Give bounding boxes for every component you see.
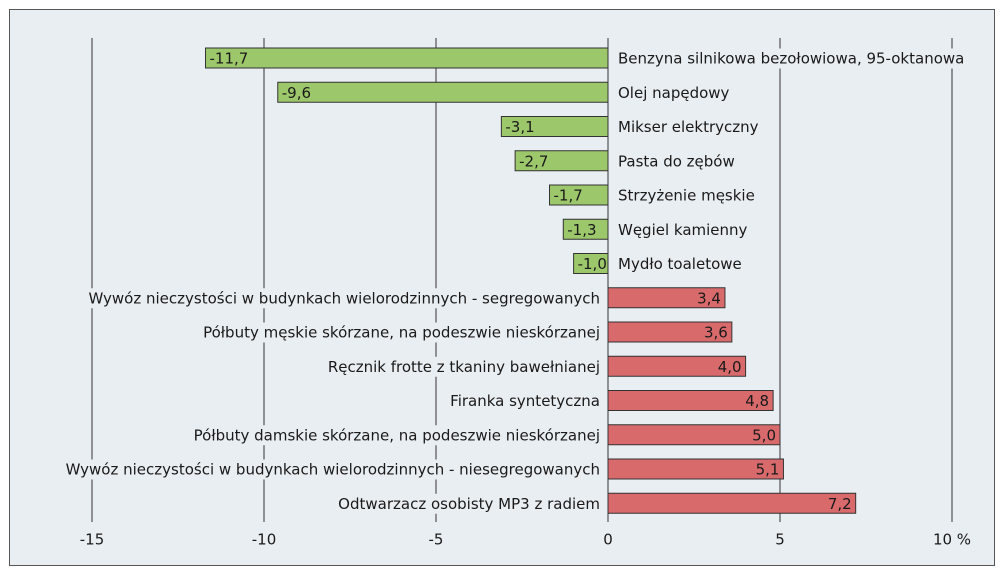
category-label: Benzyna silnikowa bezołowiowa, 95-oktano… xyxy=(618,50,964,68)
bar xyxy=(514,150,609,172)
category-label: Ręcznik frotte z tkaniny bawełnianej xyxy=(328,358,600,376)
bar xyxy=(607,458,784,480)
value-label: 5,0 xyxy=(752,426,776,444)
x-tick-label: -10 xyxy=(252,531,277,549)
label-background xyxy=(190,425,603,446)
value-label: -11,7 xyxy=(210,50,249,68)
label-background xyxy=(447,391,603,411)
value-label: -1,0 xyxy=(578,255,607,273)
label-background xyxy=(615,117,762,137)
label-background xyxy=(335,493,603,514)
bar xyxy=(277,81,609,103)
category-label: Mikser elektryczny xyxy=(618,118,759,136)
bar xyxy=(607,355,747,377)
value-label: 3,4 xyxy=(697,289,721,307)
label-background xyxy=(85,288,603,309)
bar xyxy=(607,390,774,411)
x-tick-label: 0 xyxy=(603,531,613,549)
bar xyxy=(607,424,781,446)
label-background xyxy=(615,82,733,103)
x-tick-label: 5 xyxy=(775,531,785,549)
label-background xyxy=(62,459,603,480)
category-label: Olej napędowy xyxy=(618,84,730,102)
category-label: Mydło toaletowe xyxy=(618,255,742,273)
labels: Benzyna silnikowa bezołowiowa, 95-oktano… xyxy=(62,48,968,514)
value-label: 3,6 xyxy=(704,324,728,342)
x-tick-label: 10 % xyxy=(933,531,971,549)
category-label: Pasta do zębów xyxy=(618,152,735,170)
category-label: Odtwarzacz osobisty MP3 z radiem xyxy=(338,495,600,513)
x-tick-label: -5 xyxy=(429,531,444,549)
label-background xyxy=(615,48,968,69)
bars: -11,7 -9,6 -3,1 -2,7 -1,7 -1,3 -1,0 3,4 3,6 4,04,… xyxy=(205,47,857,514)
label-background xyxy=(200,322,603,343)
bar xyxy=(607,492,857,514)
value-label: 4,0 xyxy=(718,358,742,376)
category-label: Półbuty damskie skórzane, na podeszwie n… xyxy=(194,426,600,444)
category-label: Węgiel kamienny xyxy=(618,221,748,239)
bar xyxy=(205,47,609,69)
category-label: Półbuty męskie skórzane, na podeszwie ni… xyxy=(203,324,600,342)
label-background xyxy=(324,356,603,377)
label-background xyxy=(615,254,745,274)
label-background xyxy=(615,185,758,206)
category-label: Wywóz nieczystości w budynkach wielorodz… xyxy=(88,289,600,307)
value-label: -1,3 xyxy=(567,221,596,239)
value-label: 7,2 xyxy=(828,495,852,513)
bar xyxy=(573,253,609,274)
value-label: 4,8 xyxy=(745,392,769,410)
bar xyxy=(607,321,733,343)
x-tick-label: -15 xyxy=(80,531,105,549)
value-label: -2,7 xyxy=(519,152,548,170)
bar xyxy=(607,287,726,309)
label-background xyxy=(615,151,738,172)
bar xyxy=(549,184,609,206)
category-label: Firanka syntetyczna xyxy=(450,392,600,410)
value-label: 5,1 xyxy=(756,461,780,479)
category-label: Strzyżenie męskie xyxy=(618,187,755,205)
bar xyxy=(562,218,609,240)
value-label: -9,6 xyxy=(282,84,311,102)
value-label: -3,1 xyxy=(505,118,534,136)
value-label: -1,7 xyxy=(554,187,583,205)
category-label: Wywóz nieczystości w budynkach wielorodz… xyxy=(66,461,600,479)
label-background xyxy=(615,219,751,240)
bar xyxy=(500,116,609,137)
